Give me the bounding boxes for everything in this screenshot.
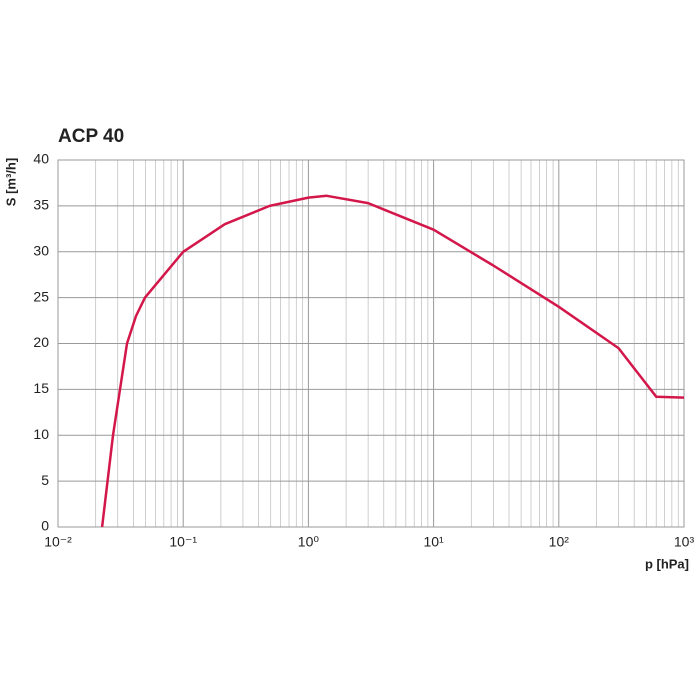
y-tick-label: 15: [33, 380, 49, 396]
y-tick-label: 0: [41, 518, 49, 534]
y-tick-label: 25: [33, 288, 49, 304]
y-tick-label: 5: [41, 472, 49, 488]
x-axis-label: p [hPa]: [645, 556, 689, 571]
x-tick-label: 10⁰: [298, 534, 320, 550]
x-tick-label: 10³: [674, 534, 695, 550]
y-axis-label: S [m³/h]: [3, 158, 18, 206]
y-tick-label: 30: [33, 242, 49, 258]
x-tick-label: 10¹: [423, 534, 444, 550]
y-tick-label: 35: [33, 197, 49, 213]
x-tick-label: 10²: [549, 534, 570, 550]
x-tick-label: 10⁻²: [44, 534, 72, 550]
plot-frame: [57, 159, 685, 528]
y-tick-label: 40: [33, 151, 49, 167]
data-line: [100, 194, 685, 528]
x-tick-label: 10⁻¹: [169, 534, 197, 550]
y-tick-label: 10: [33, 426, 49, 442]
chart-title: ACP 40: [58, 126, 124, 147]
y-tick-label: 20: [33, 334, 49, 350]
